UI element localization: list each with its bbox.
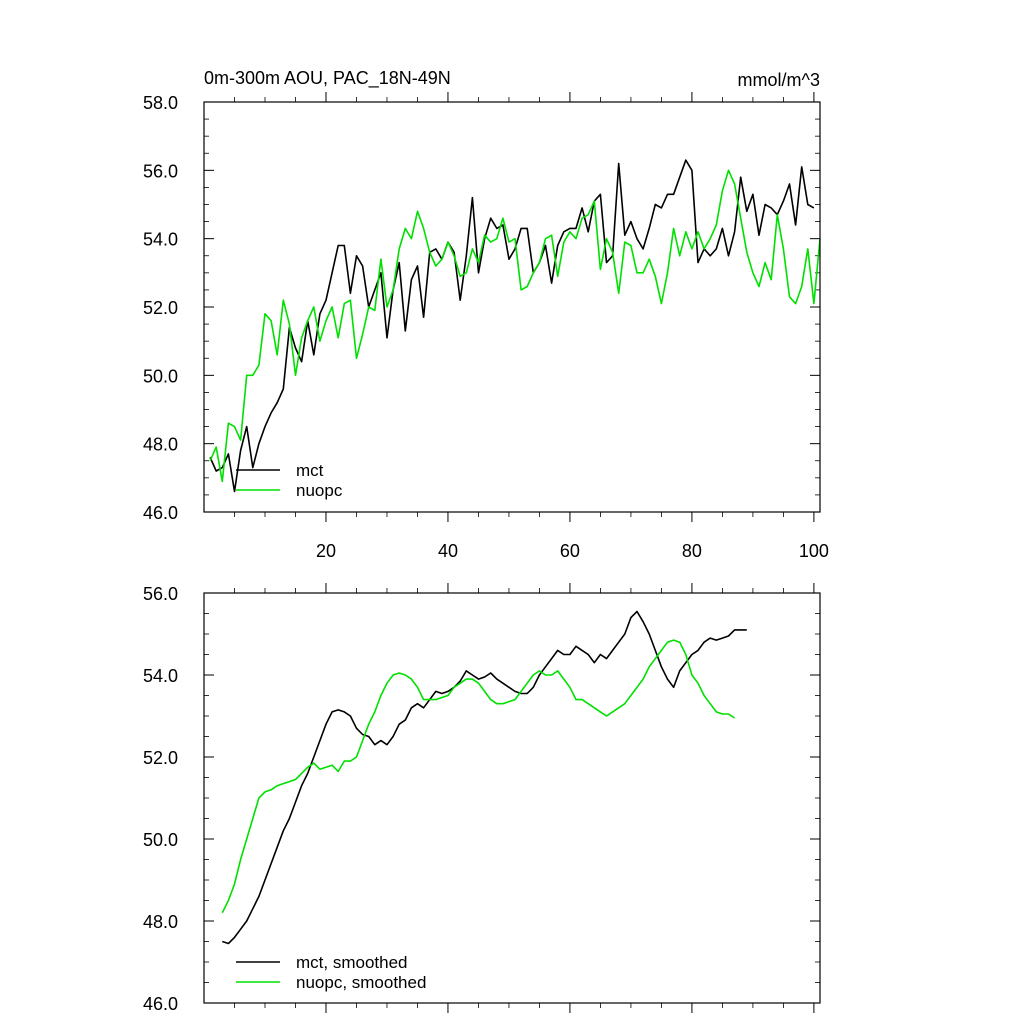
bottom-chart: 46.0 48.0 50.0 52.0 54.0 56.0 mct, smoothednu…: [143, 583, 821, 1014]
x-tick-label: 60: [560, 541, 580, 561]
y-tick-label: 48.0: [143, 435, 178, 455]
legend-label: mct: [296, 461, 324, 480]
legend-label: nuopc, smoothed: [296, 973, 426, 992]
y-tick-label: 52.0: [143, 298, 178, 318]
top-plot-frame: [203, 101, 821, 513]
chart-units-label: mmol/m^3: [738, 70, 820, 90]
x-tick-label: 40: [438, 541, 458, 561]
y-tick-label: 50.0: [143, 366, 178, 386]
y-tick-label: 46.0: [143, 503, 178, 523]
series-line-mct: [209, 159, 815, 493]
bottom-plot-frame: [203, 592, 821, 1004]
x-tick-label: 100: [799, 541, 829, 561]
y-tick-label: 56.0: [143, 161, 178, 181]
top-chart: 0m-300m AOU, PAC_18N-49N mmol/m^3 46.0 48…: [143, 68, 829, 561]
series-line-mct-smoothed: [222, 610, 747, 945]
y-tick-label: 52.0: [143, 748, 178, 768]
y-tick-label: 50.0: [143, 830, 178, 850]
legend-label: nuopc: [296, 481, 343, 500]
y-tick-label: 54.0: [143, 666, 178, 686]
series-line-nuopc-smoothed: [221, 639, 736, 914]
y-tick-label: 56.0: [143, 584, 178, 604]
y-tick-label: 48.0: [143, 912, 178, 932]
x-tick-label: 80: [682, 541, 702, 561]
y-tick-label: 46.0: [143, 994, 178, 1014]
series-line-nuopc: [209, 169, 821, 483]
x-tick-label: 20: [316, 541, 336, 561]
y-tick-label: 58.0: [143, 93, 178, 113]
legend-label: mct, smoothed: [296, 953, 408, 972]
y-tick-label: 54.0: [143, 230, 178, 250]
chart-title: 0m-300m AOU, PAC_18N-49N: [204, 68, 451, 89]
